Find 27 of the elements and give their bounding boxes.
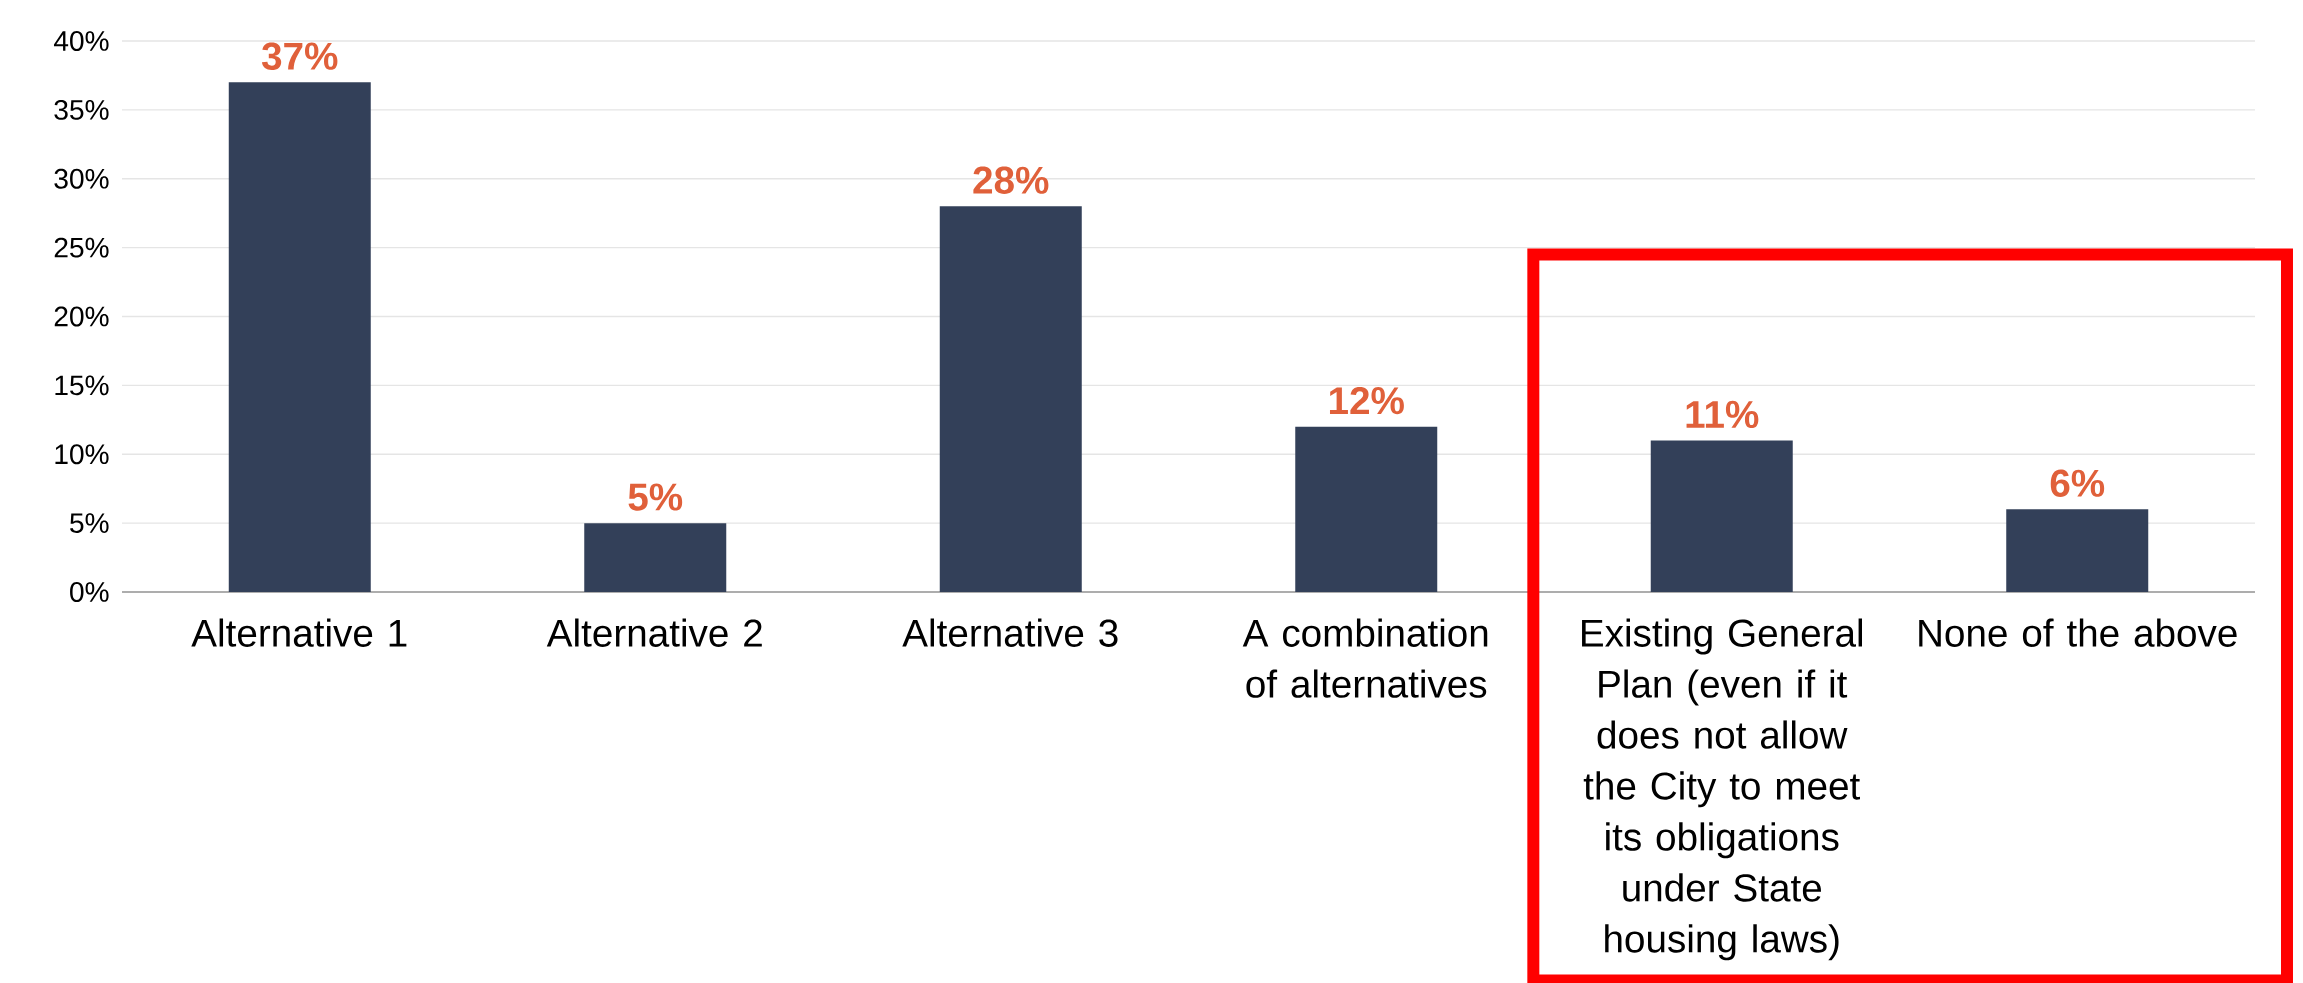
data-label: 12% [1329, 387, 1404, 415]
y-tick-label: 10% [55, 444, 109, 465]
y-tick-label: 30% [54, 168, 109, 189]
y-tick-label: 20% [54, 306, 109, 327]
x-tick-label: Existing General Plan (even if it does not allow the City to meet its obligations under State housing laws) [1582, 618, 1863, 961]
bar [939, 206, 1082, 593]
bar [2006, 509, 2149, 593]
data-label: 28% [973, 166, 1049, 194]
y-tick-label: 0% [70, 582, 109, 602]
x-tick-label: Alternative 1 [191, 618, 407, 647]
x-tick-label: A combination of alternatives [1242, 618, 1488, 698]
bar [1650, 440, 1793, 593]
data-label: 6% [2050, 469, 2105, 497]
y-tick-label: 15% [55, 375, 109, 396]
bar [1295, 426, 1438, 593]
bar [584, 523, 727, 593]
data-label: 37% [261, 42, 338, 70]
y-tick-label: 40% [53, 31, 109, 51]
bar [228, 82, 371, 593]
x-tick-label: None of the above [1919, 618, 2237, 647]
x-tick-label: Alternative 2 [546, 618, 762, 647]
x-tick-label: Alternative 3 [902, 618, 1118, 647]
y-tick-label: 25% [54, 237, 109, 258]
data-label: 11% [1686, 400, 1759, 429]
data-label: 5% [628, 483, 683, 511]
y-tick-label: 35% [54, 99, 109, 120]
y-tick-label: 5% [70, 513, 109, 534]
